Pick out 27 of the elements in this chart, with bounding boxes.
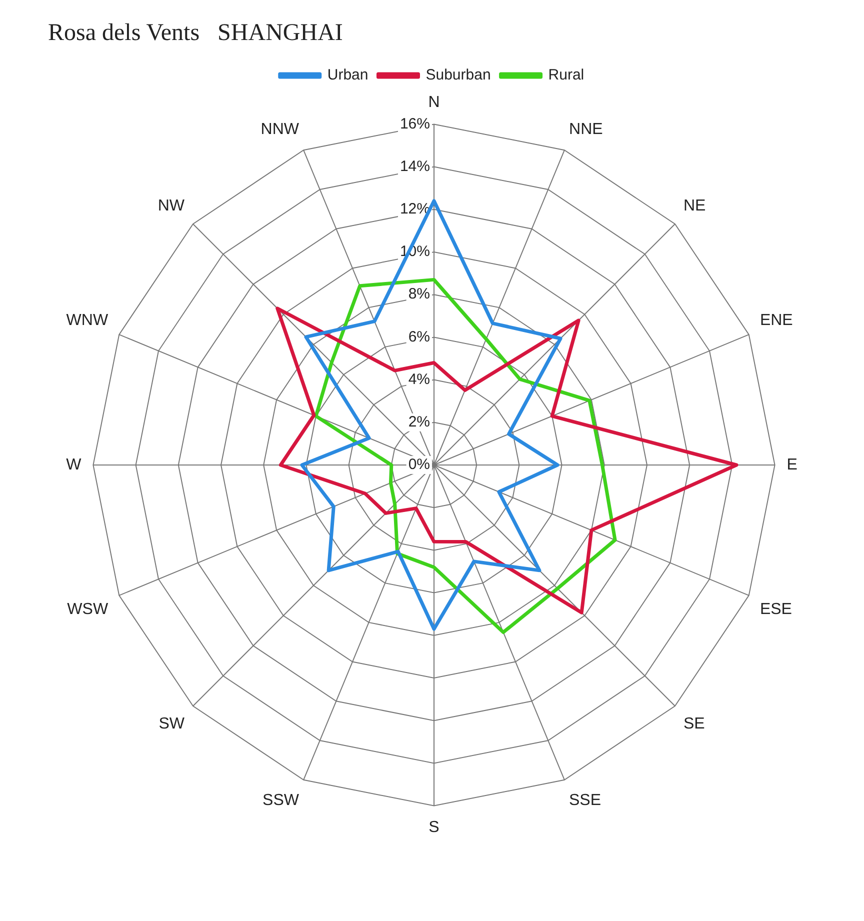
spoke-label: NW xyxy=(158,197,186,214)
y-tick-label: 14% xyxy=(400,158,430,175)
spoke-label: NNW xyxy=(260,120,300,138)
spoke-label: ENE xyxy=(760,312,793,329)
y-tick-label: 4% xyxy=(408,370,430,388)
spoke-label: SW xyxy=(158,715,186,732)
spoke-label: WSW xyxy=(67,601,109,618)
spoke-label: NE xyxy=(683,197,706,214)
spoke-label: SSE xyxy=(569,792,602,809)
spoke-label: W xyxy=(66,456,82,474)
legend-label: Suburban xyxy=(426,66,491,84)
spoke-label: E xyxy=(786,456,798,474)
legend-label: Rural xyxy=(548,66,584,84)
spoke-label: SE xyxy=(683,715,705,732)
spoke-label: NNE xyxy=(569,120,603,138)
y-tick-label: 0% xyxy=(408,456,430,474)
y-tick-label: 2% xyxy=(408,414,430,431)
spoke-label: S xyxy=(428,818,440,836)
y-tick-label: 8% xyxy=(408,286,430,303)
y-tick-label: 6% xyxy=(408,328,430,346)
chart-title: Rosa dels Vents SHANGHAI xyxy=(48,20,343,47)
y-tick-label: 16% xyxy=(400,115,430,132)
spoke-label: WNW xyxy=(66,312,109,329)
legend-label: Urban xyxy=(327,66,368,84)
spoke-label: ESE xyxy=(760,601,792,618)
spoke-label: N xyxy=(428,94,440,112)
spoke-label: SSW xyxy=(262,792,300,809)
